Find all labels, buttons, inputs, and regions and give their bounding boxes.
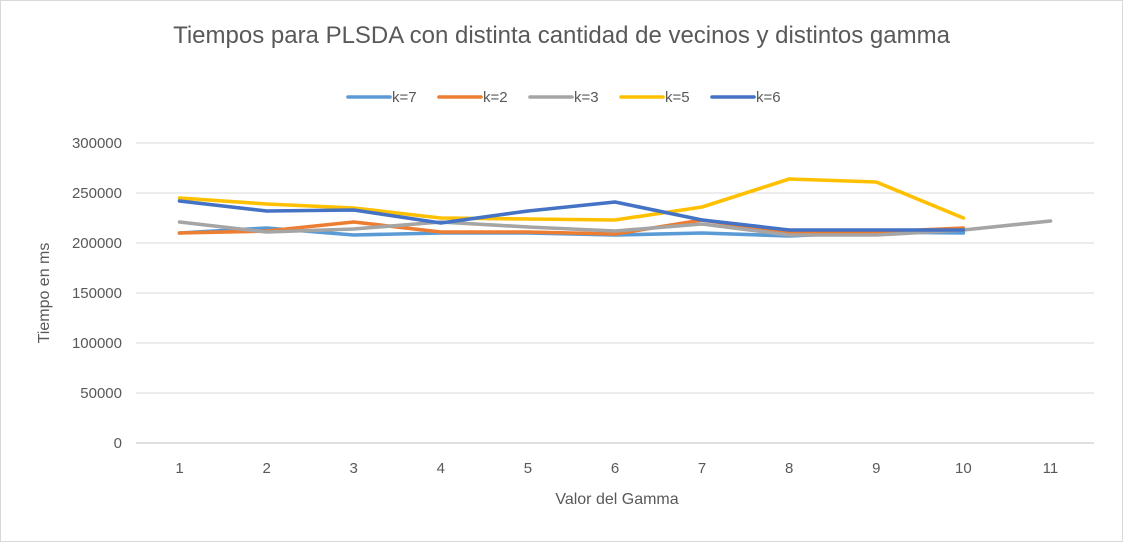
x-tick-label: 9: [872, 460, 880, 477]
series-line-k3: [177, 219, 1053, 237]
x-tick-label: 10: [955, 460, 972, 477]
legend-label: k=7: [392, 89, 417, 106]
y-tick-label: 50000: [80, 385, 122, 402]
legend-label: k=3: [574, 89, 599, 106]
x-tick-label: 4: [437, 460, 445, 477]
x-tick-label: 7: [698, 460, 706, 477]
x-tick-label: 1: [175, 460, 183, 477]
gridlines: [136, 142, 1094, 444]
x-tick-labels: 1 2 3 4 5 6 7 8 9 10 11: [175, 460, 1058, 477]
x-axis-label: Valor del Gamma: [555, 491, 678, 508]
x-tick-label: 8: [785, 460, 793, 477]
y-tick-label: 150000: [72, 285, 122, 302]
legend: k=7 k=2 k=3 k=5 k=6: [346, 89, 781, 106]
y-tick-labels: 0 50000 100000 150000 200000 250000 300000: [72, 135, 122, 452]
y-tick-label: 250000: [72, 185, 122, 202]
legend-label: k=2: [483, 89, 508, 106]
x-tick-label: 6: [611, 460, 619, 477]
x-tick-label: 2: [262, 460, 270, 477]
y-tick-label: 0: [114, 435, 122, 452]
series-line-k6: [177, 199, 966, 232]
series-line-k5: [177, 177, 966, 222]
y-axis-label: Tiempo en ms: [36, 243, 53, 344]
x-tick-label: 11: [1043, 460, 1059, 477]
series-lines: [177, 177, 1053, 238]
y-tick-label: 100000: [72, 335, 122, 352]
x-tick-label: 5: [524, 460, 532, 477]
chart-title: Tiempos para PLSDA con distinta cantidad…: [173, 22, 950, 49]
series-line-k2: [177, 218, 966, 236]
y-tick-label: 200000: [72, 235, 122, 252]
x-tick-label: 3: [350, 460, 358, 477]
legend-label: k=6: [756, 89, 781, 106]
legend-label: k=5: [665, 89, 690, 106]
y-tick-label: 300000: [72, 135, 122, 152]
